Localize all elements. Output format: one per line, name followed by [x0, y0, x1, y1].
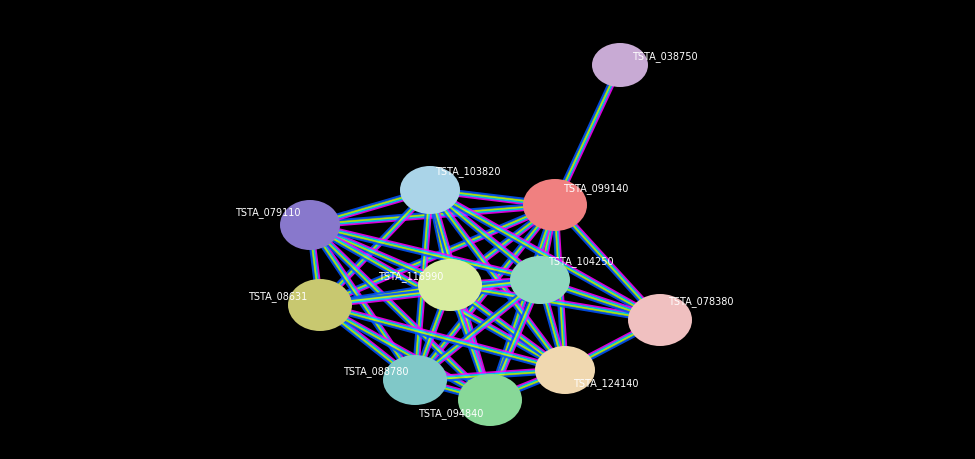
- Ellipse shape: [592, 43, 648, 87]
- Text: TSTA_103820: TSTA_103820: [435, 167, 500, 178]
- Ellipse shape: [418, 259, 482, 311]
- Ellipse shape: [510, 256, 570, 304]
- Ellipse shape: [288, 279, 352, 331]
- Text: TSTA_099140: TSTA_099140: [563, 184, 628, 195]
- Text: TSTA_104250: TSTA_104250: [548, 257, 613, 268]
- Ellipse shape: [458, 374, 522, 426]
- Text: TSTA_116990: TSTA_116990: [378, 272, 444, 282]
- Text: TSTA_079110: TSTA_079110: [235, 207, 300, 218]
- Ellipse shape: [400, 166, 460, 214]
- Text: TSTA_078380: TSTA_078380: [668, 297, 733, 308]
- Ellipse shape: [628, 294, 692, 346]
- Text: TSTA_124140: TSTA_124140: [573, 379, 639, 389]
- Ellipse shape: [535, 346, 595, 394]
- Text: TSTA_038750: TSTA_038750: [632, 51, 698, 62]
- Text: TSTA_094840: TSTA_094840: [418, 409, 484, 420]
- Text: TSTA_088780: TSTA_088780: [343, 367, 409, 377]
- Text: TSTA_08631: TSTA_08631: [248, 291, 307, 302]
- Ellipse shape: [383, 355, 447, 405]
- Ellipse shape: [280, 200, 340, 250]
- Ellipse shape: [523, 179, 587, 231]
